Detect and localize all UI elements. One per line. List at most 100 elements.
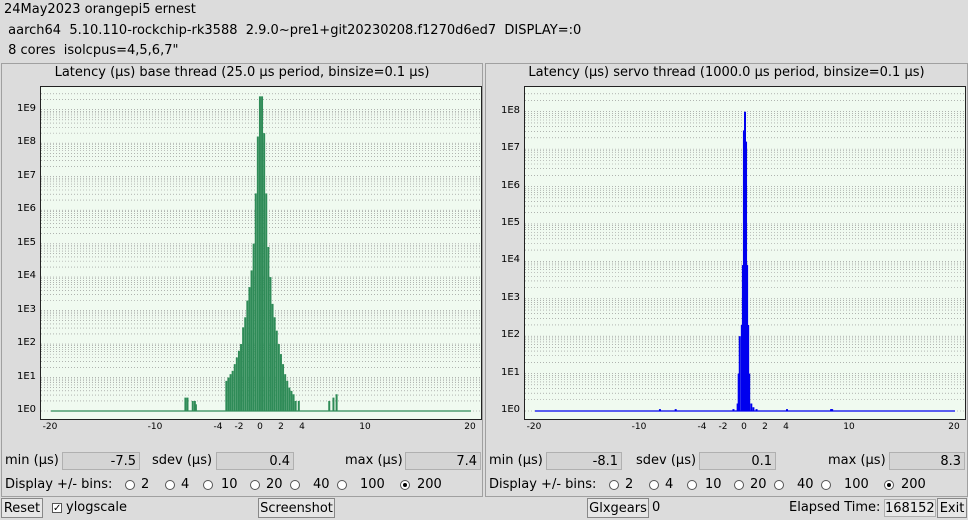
glxgears-count: 0 [652,500,661,515]
y-tick-label: 1E2 [500,329,520,341]
histogram-bar [248,287,251,411]
histogram-bar [732,409,735,411]
histogram-bar [290,390,293,411]
bins-radio-2[interactable] [609,480,619,490]
y-tick-label: 1E2 [16,337,36,349]
bins-radio-label: 2 [625,477,634,492]
base-min-value: -7.5 [62,452,140,470]
bins-radio-200[interactable] [884,480,894,490]
bins-radio-label: 100 [360,477,385,492]
histogram-bar [288,387,291,411]
histogram-bar [328,400,331,411]
histogram-bar [233,364,236,411]
y-tick-label: 1E4 [500,254,520,266]
servo-sdev-label: sdev (µs) [636,453,697,468]
histogram-bar [282,364,285,411]
histogram-bar [746,265,749,411]
servo-latency-plot [524,86,966,420]
cpu-info-line: 8 cores isolcpus=4,5,6,7" [4,43,179,58]
bins-radio-40[interactable] [290,480,300,490]
exit-button[interactable]: Exit [937,498,967,518]
glxgears-button[interactable]: Glxgears [587,498,649,518]
histogram-bar [275,330,278,411]
bins-radio-label: 4 [665,477,674,492]
elapsed-time-value: 168152 [884,499,936,517]
x-tick-label: -4 [213,422,223,432]
y-tick-label: 1E8 [500,104,520,116]
bins-radio-20[interactable] [734,480,744,490]
base-stats-row: min (µs) -7.5 sdev (µs) 0.4 max (µs) 7.4 [2,452,482,472]
histogram-bar [332,397,335,411]
histogram-bar [284,374,287,411]
bins-radio-20[interactable] [250,480,260,490]
reset-button[interactable]: Reset [1,498,43,518]
histogram-bar [269,277,272,411]
bins-radio-label: 40 [797,477,814,492]
y-tick-label: 1E7 [500,142,520,154]
bins-radio-label: 200 [901,477,926,492]
histogram-bar [242,327,245,411]
histogram-bar [748,373,751,411]
histogram-bar [261,96,264,412]
x-tick-label: 4 [299,422,305,432]
y-tick-label: 1E6 [16,203,36,215]
base-min-label: min (µs) [5,453,59,468]
histogram-bar [246,300,249,411]
bins-radio-200[interactable] [400,480,410,490]
histogram-bar [277,344,280,411]
x-tick-label: 2 [278,422,284,432]
base-max-value: 7.4 [405,452,481,470]
servo-min-value: -8.1 [546,452,622,470]
y-tick-label: 1E0 [500,404,520,415]
x-tick-label: 2 [762,422,768,432]
servo-bins-row: Display +/- bins: 2 4 10 20 40 100 200 [486,476,967,496]
ylogscale-checkbox[interactable]: ✓ [52,503,62,514]
bins-radio-label: 10 [221,477,238,492]
histogram-bar [184,397,187,411]
bins-radio-10[interactable] [203,480,213,490]
bins-radio-4[interactable] [165,480,175,490]
x-tick-label: 20 [948,422,960,432]
bins-radio-40[interactable] [774,480,784,490]
histogram-bar [741,265,744,411]
bins-radio-2[interactable] [125,480,135,490]
bins-radio-4[interactable] [649,480,659,490]
y-tick-label: 1E1 [16,370,36,382]
histogram-bar [747,324,750,411]
bins-radio-label: 40 [313,477,330,492]
bins-radio-10[interactable] [687,480,697,490]
bins-radio-label: 100 [844,477,869,492]
y-tick-label: 1E5 [16,236,36,248]
histogram-bar [252,243,255,411]
screenshot-button[interactable]: Screenshot [258,498,335,518]
histogram-bar [263,133,266,411]
y-tick-label: 1E5 [500,216,520,228]
histogram-bar [273,317,276,411]
y-tick-label: 1E9 [16,102,36,114]
histogram-bar [191,400,194,411]
y-tick-label: 1E6 [500,179,520,191]
histogram-bar [335,394,338,411]
histogram-bar [286,380,289,411]
histogram-bar [194,404,197,411]
histogram-bar [265,193,268,411]
histogram-bar [658,409,661,411]
x-tick-label: -20 [42,422,58,432]
x-tick-label: -10 [147,422,163,432]
servo-min-label: min (µs) [489,453,543,468]
histogram-bar [254,193,257,411]
base-thread-panel: Latency (µs) base thread (25.0 µs period… [1,63,483,497]
y-tick-label: 1E4 [16,270,36,282]
bins-radio-label: 10 [705,477,722,492]
histogram-bar [750,403,753,411]
histogram-bar [786,409,788,411]
bins-radio-label: 2 [141,477,150,492]
histogram-bar [297,400,300,411]
histogram-bar [830,409,833,411]
host-date-line: 24May2023 orangepi5 ernest [4,2,196,17]
histogram-bar [736,403,739,411]
histogram-bar [240,344,243,411]
x-tick-label: 4 [783,422,789,432]
bins-radio-100[interactable] [821,480,831,490]
bins-radio-100[interactable] [337,480,347,490]
